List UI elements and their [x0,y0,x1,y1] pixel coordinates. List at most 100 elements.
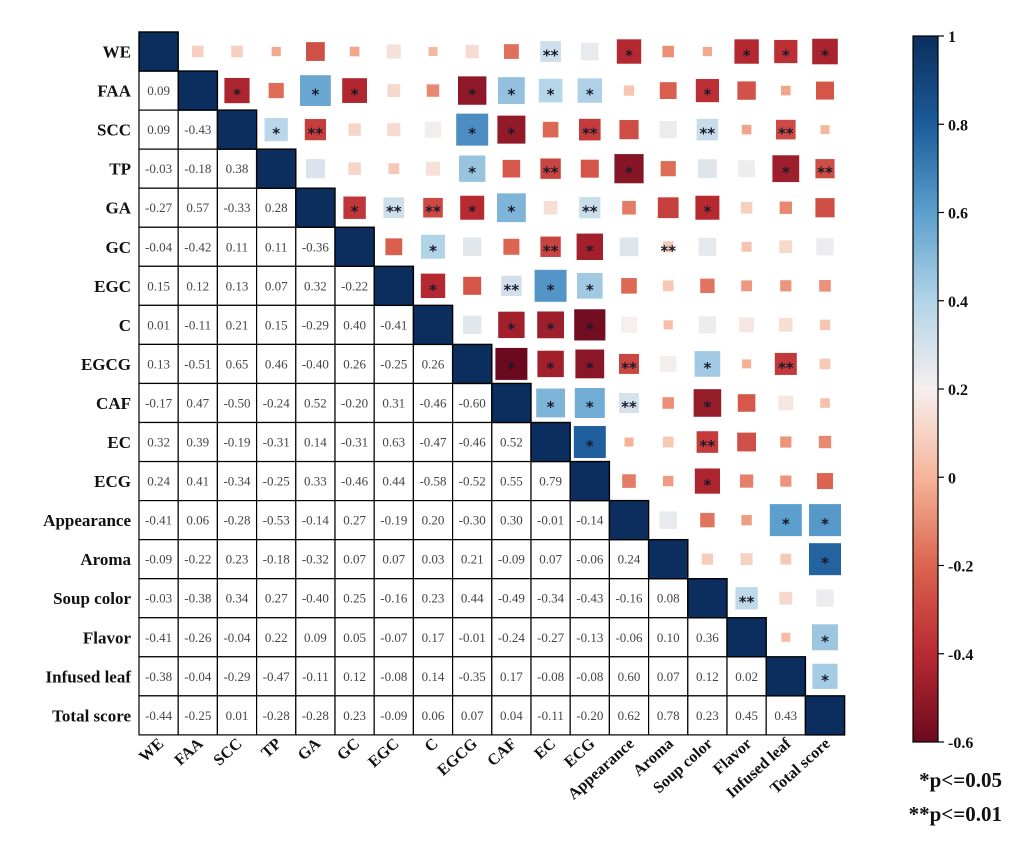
corr-square-scc-aroma [659,121,677,139]
cell-c-we [138,304,179,346]
corr-square-gc-ecg [576,233,603,260]
heatmap-cells: 0.09 0.09 -0.43 -0.03 -0.18 0.38 -0.27 0.57 -0.3… [138,31,846,736]
sig-marker-gc-c: * [429,242,437,260]
corr-square-faa-infused-leaf [781,85,791,96]
sig-marker-we-infused-leaf: * [782,47,790,65]
corr-square-ecg-appearance [622,474,636,488]
corr-square-egc-ec [534,269,567,302]
corr-square-ga-ecg [579,197,601,219]
corr-square-scc-gc [348,123,361,136]
corr-square-gc-ec [540,236,561,257]
cell-gc-tp [256,226,297,267]
value-total-score-faa: -0.25 [184,708,211,723]
row-label-ga: GA [106,199,132,218]
corr-square-scc-appearance [619,120,639,140]
sig-marker-ga-caf: * [507,203,515,221]
corr-square-we-gc [349,46,360,57]
value-infused-leaf-tp: -0.47 [263,669,291,684]
sig-marker-caf-ecg: * [586,398,594,416]
value-flavor-egcg: -0.01 [459,630,486,645]
cell-ecg-we [138,460,179,502]
corr-square-c-caf [498,311,525,339]
cell-aroma-egcg [452,539,493,580]
cell-flavor-caf [491,617,532,658]
colorbar: 1 0.8 0.6 0.4 0.2 0 -0.2 -0.4 -0.6 [912,29,973,752]
row-label-ecg: ECG [94,472,131,491]
cell-soup-color-appearance [608,578,650,619]
value-egcg-we: 0.13 [147,356,170,371]
legend-entry-1: *p<=0.05 [919,768,1002,792]
corr-square-ec-appearance [624,437,634,447]
value-infused-leaf-flavor: 0.02 [735,669,758,684]
corr-square-ga-flavor [740,201,753,214]
sig-marker-we-ec: ** [543,47,559,65]
value-gc-ga: -0.36 [302,239,330,254]
corr-square-tp-ec [540,158,561,179]
sig-marker-egc-ecg: * [586,281,594,299]
cell-egcg-we [138,343,179,385]
sig-marker-egcg-caf: * [507,359,515,377]
cell-soup-color-ec [530,578,571,619]
corr-square-caf-flavor [737,394,756,412]
cell-total-score-scc [216,695,258,736]
corr-square-gc-c [421,234,445,259]
corr-square-egcg-infused-leaf [774,352,797,375]
sig-marker-ga-gc: * [351,203,359,221]
cell-soup-color-gc [334,578,375,619]
value-ec-scc: -0.19 [223,435,250,450]
value-faa-we: 0.09 [147,83,170,98]
sig-marker-we-appearance: * [625,47,633,65]
value-appearance-gc: 0.27 [343,513,366,528]
value-flavor-c: 0.17 [422,630,445,645]
value-flavor-scc: -0.04 [223,630,251,645]
value-total-score-caf: 0.04 [500,708,523,723]
value-total-score-ga: -0.28 [302,708,329,723]
cell-total-score-soup-color [687,695,728,736]
value-egcg-c: 0.26 [422,356,445,371]
value-total-score-we: -0.44 [145,708,173,723]
corr-square-ecg-aroma [663,475,674,487]
colorbar-tick-label: 1 [948,29,956,46]
corr-square-aroma-flavor [740,553,753,566]
cell-ec-caf [491,421,532,463]
value-appearance-egcg: -0.30 [459,513,486,528]
sig-marker-gc-ec: ** [543,242,559,260]
value-tp-scc: 0.38 [226,161,249,176]
corr-square-ec-total-score [818,435,832,449]
corr-square-appearance-soup-color [700,512,715,528]
corr-square-caf-infused-leaf [778,395,794,411]
sig-marker-caf-appearance: ** [621,398,637,416]
cell-flavor-egc [373,617,415,658]
sig-marker-faa-gc: * [351,86,359,104]
value-infused-leaf-ecg: -0.08 [576,669,603,684]
value-egcg-egc: -0.25 [380,356,407,371]
value-flavor-we: -0.41 [145,630,172,645]
sig-marker-tp-infused-leaf: * [782,164,790,182]
row-label-aroma: Aroma [80,550,131,569]
sig-marker-we-flavor: * [743,47,751,65]
corr-square-ec-aroma [662,436,674,448]
diag-cell-we [138,31,179,72]
corr-square-ga-ec [543,200,558,215]
corr-square-egc-infused-leaf [780,280,792,292]
cell-aroma-tp [256,539,297,580]
sig-marker-scc-ga: ** [308,125,324,143]
row-label-infused-leaf: Infused leaf [46,667,132,686]
sig-marker-egc-caf: ** [504,281,520,299]
sig-marker-we-total-score: * [821,47,829,65]
value-infused-leaf-soup-color: 0.12 [696,669,719,684]
corr-square-flavor-infused-leaf [781,632,791,642]
sig-marker-ga-c: ** [425,203,441,221]
cell-total-score-flavor [726,695,767,736]
corr-square-tp-ecg [580,159,599,178]
corr-square-we-tp [271,46,281,57]
cell-egc-faa [177,265,218,306]
value-soup-color-caf: -0.49 [498,591,525,606]
corr-square-tp-flavor [738,160,755,178]
diag-cell-flavor [726,617,767,658]
sig-marker-faa-ecg: * [586,86,594,104]
corr-square-faa-egc [387,84,401,97]
corr-square-we-ecg [581,42,599,61]
